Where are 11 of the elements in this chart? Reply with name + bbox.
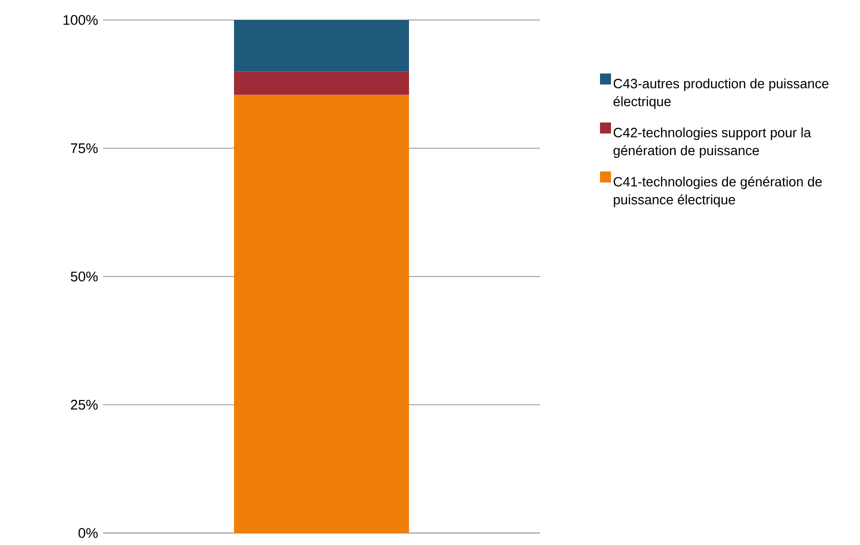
bar (234, 72, 410, 95)
legend-label: C41-technologies de génération de puissance électrique (614, 176, 822, 208)
bar (234, 20, 410, 72)
y-tick-label: 25% (70, 400, 98, 410)
y-tick-label: 100% (64, 15, 98, 25)
y-tick-label: 50% (70, 272, 98, 282)
y-tick-label: 75% (70, 143, 98, 154)
bar (234, 94, 410, 533)
legend-label: C43-autres production de puissance électrique (614, 78, 828, 109)
y-tick-label: 0% (78, 528, 98, 538)
legend-label: C42-technologies support pour la génération de puissance (614, 127, 812, 158)
